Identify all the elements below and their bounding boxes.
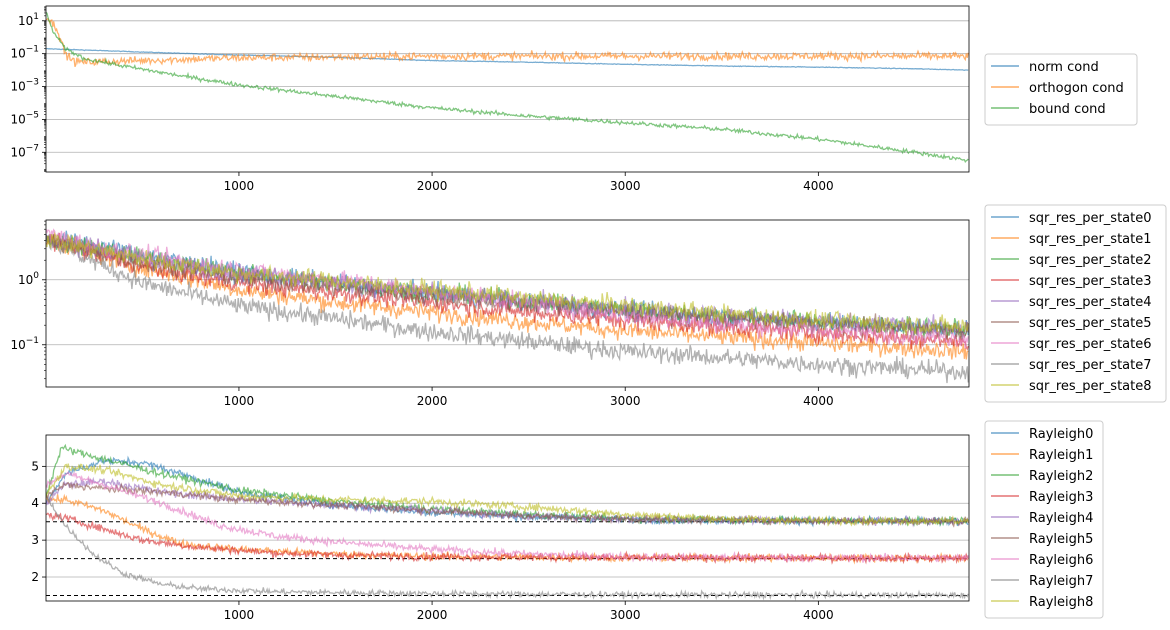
legend-label: sqr_res_per_state4 (1029, 295, 1152, 310)
series-line-sqr_res_per_state7 (46, 234, 969, 384)
legend-label: Rayleigh5 (1029, 532, 1093, 547)
legend-box (984, 53, 1138, 126)
series-line-Rayleigh7 (46, 495, 969, 601)
legend-label: sqr_res_per_state6 (1029, 337, 1152, 352)
x-tick-label: 4000 (803, 179, 834, 193)
series-line-Rayleigh8 (46, 463, 969, 527)
y-tick-label: 10−1 (10, 45, 39, 61)
x-tick-label: 3000 (610, 394, 641, 408)
x-tick-label: 1000 (224, 608, 255, 622)
legend-label: Rayleigh3 (1029, 490, 1093, 505)
series-group (46, 228, 969, 384)
y-tick-label: 10−7 (10, 143, 39, 159)
y-tick-label: 5 (31, 459, 39, 473)
x-tick-label: 2000 (417, 394, 448, 408)
x-tick-label: 2000 (417, 179, 448, 193)
subplot-3: 1000 2000 3000 40005432Rayleigh0Rayleigh1Ra… (31, 420, 1104, 622)
series-group (46, 11, 969, 163)
y-tick-label: 10−3 (10, 78, 39, 94)
legend-label: sqr_res_per_state1 (1029, 232, 1152, 247)
y-tick-label: 4 (31, 496, 39, 510)
series-group (46, 443, 969, 601)
axes-frame (45, 5, 970, 173)
legend-label: sqr_res_per_state7 (1029, 358, 1152, 373)
y-tick-label: 2 (31, 570, 39, 584)
y-tick-label: 101 (18, 12, 39, 28)
y-tick-label: 10−5 (10, 110, 39, 126)
series-line-sqr_res_per_state8 (46, 231, 969, 336)
y-tick-label: 3 (31, 533, 39, 547)
legend-label: sqr_res_per_state5 (1029, 316, 1152, 331)
legend-label: sqr_res_per_state8 (1029, 379, 1152, 394)
legend-label: sqr_res_per_state0 (1029, 211, 1152, 226)
x-tick-label: 2000 (417, 608, 448, 622)
subplot-1: 1000 2000 3000 4000 101 10−1 10−3 10−5 10−7 norm … (10, 5, 1138, 193)
x-tick-label: 4000 (803, 394, 834, 408)
legend-label: sqr_res_per_state3 (1029, 274, 1152, 289)
legend-label: norm cond (1029, 60, 1099, 75)
legend-label: Rayleigh7 (1029, 574, 1093, 589)
legend-label: bound cond (1029, 102, 1106, 117)
legend-label: Rayleigh0 (1029, 427, 1093, 442)
legend-label: Rayleigh1 (1029, 448, 1093, 463)
subplot-2: 1000 2000 3000 4000 100 10−1 sqr_res_per_state… (10, 204, 1167, 408)
series-line-orthogon cond (46, 17, 969, 68)
legend-box (984, 420, 1104, 619)
legend: norm cond orthogon cond bound cond (984, 53, 1138, 126)
legend-label: Rayleigh8 (1029, 595, 1093, 610)
legend-label: orthogon cond (1029, 81, 1124, 96)
x-tick-label: 4000 (803, 608, 834, 622)
series-line-bound cond (46, 11, 969, 163)
y-tick-label: 10−1 (10, 336, 39, 352)
legend-label: Rayleigh2 (1029, 469, 1093, 484)
y-tick-label: 100 (18, 271, 39, 287)
x-tick-label: 1000 (224, 394, 255, 408)
legend-label: Rayleigh6 (1029, 553, 1093, 568)
axes-frame (45, 434, 970, 602)
series-line-Rayleigh5 (46, 481, 969, 528)
legend-label: sqr_res_per_state2 (1029, 253, 1152, 268)
legend: sqr_res_per_state0 sqr_res_per_state1 sqr_… (984, 204, 1167, 403)
x-tick-label: 3000 (610, 179, 641, 193)
axes-frame (45, 219, 970, 388)
legend-label: Rayleigh4 (1029, 511, 1093, 526)
series-line-Rayleigh6 (46, 471, 969, 563)
legend: Rayleigh0 Rayleigh1 Rayleigh2 Rayleigh3 Rayl… (984, 420, 1104, 619)
legend-box (984, 204, 1167, 403)
x-tick-label: 3000 (610, 608, 641, 622)
x-tick-label: 1000 (224, 179, 255, 193)
series-line-norm cond (46, 47, 969, 71)
